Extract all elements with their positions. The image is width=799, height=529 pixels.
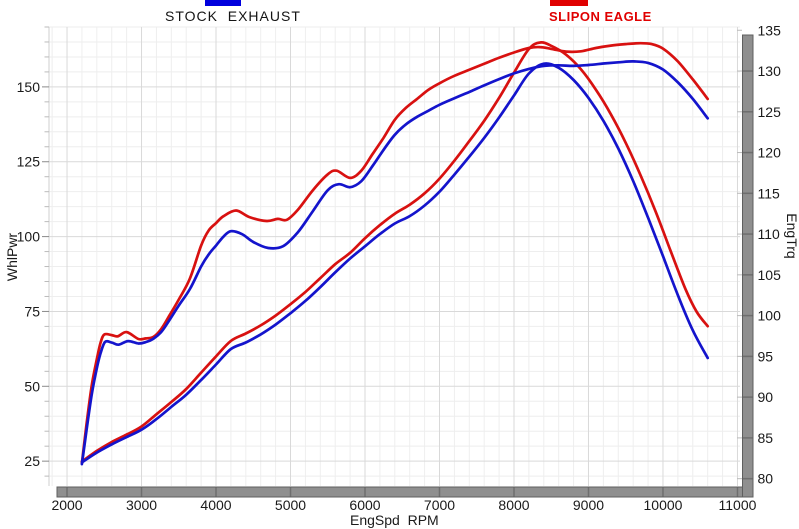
left-axis-tick-label: 100 bbox=[17, 229, 41, 245]
stock-torque-curve bbox=[80, 62, 710, 464]
x-axis-tick-label: 8000 bbox=[498, 497, 529, 513]
right-axis-tick-label: 105 bbox=[758, 267, 782, 283]
left-axis-tick-label: 25 bbox=[24, 453, 40, 469]
slipon-eagle-label: SLIPON EAGLE bbox=[549, 9, 652, 24]
right-axis-tick-label: 120 bbox=[758, 145, 782, 161]
slipon-eagle-swatch bbox=[550, 0, 588, 6]
x-axis-tick-label: 10000 bbox=[644, 497, 683, 513]
right-axis-tick-label: 80 bbox=[758, 471, 774, 487]
eagle-torque-curve bbox=[80, 41, 710, 463]
x-axis-tick-label: 4000 bbox=[200, 497, 231, 513]
left-axis-tick-label: 50 bbox=[24, 378, 40, 394]
stock-exhaust-swatch bbox=[205, 0, 241, 6]
right-axis-tick-label: 90 bbox=[758, 389, 774, 405]
x-axis-tick-label: 11000 bbox=[719, 497, 757, 513]
left-axis-tick-label: 75 bbox=[24, 303, 40, 319]
x-axis-tick-label: 5000 bbox=[275, 497, 306, 513]
x-axis-title: EngSpd RPM bbox=[350, 512, 439, 528]
x-axis-tick-label: 7000 bbox=[424, 497, 455, 513]
right-axis-tick-label: 115 bbox=[758, 185, 781, 201]
right-axis-tick-label: 130 bbox=[758, 63, 782, 79]
right-axis-tick-label: 85 bbox=[758, 430, 774, 446]
x-axis-scrollbar[interactable] bbox=[56, 486, 754, 498]
right-axis-tick-label: 135 bbox=[758, 22, 782, 38]
right-axis-tick-label: 110 bbox=[758, 226, 781, 242]
x-axis-tick-label: 2000 bbox=[51, 497, 82, 513]
right-axis-tick-label: 125 bbox=[758, 104, 782, 120]
y-axis-scrollbar[interactable] bbox=[742, 34, 754, 498]
left-axis-tick-label: 150 bbox=[17, 79, 41, 95]
stock-exhaust-label: STOCK EXHAUST bbox=[165, 8, 301, 24]
x-axis-tick-label: 3000 bbox=[126, 497, 157, 513]
left-axis-tick-label: 125 bbox=[17, 154, 41, 170]
right-axis-tick-label: 100 bbox=[758, 308, 782, 324]
eagle-power-curve bbox=[80, 41, 710, 465]
stock-power-curve bbox=[80, 60, 710, 466]
x-axis-tick-label: 6000 bbox=[349, 497, 380, 513]
x-axis-tick-label: 9000 bbox=[573, 497, 604, 513]
right-axis-tick-label: 95 bbox=[758, 348, 774, 364]
